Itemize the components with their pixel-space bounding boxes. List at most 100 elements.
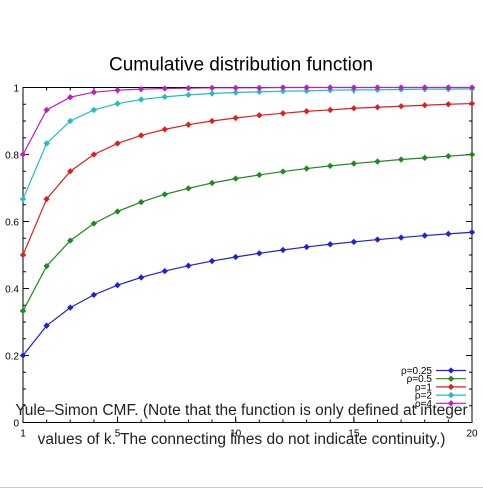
data-point xyxy=(397,84,405,91)
data-point xyxy=(468,151,476,158)
x-tick-label: 10 xyxy=(230,429,242,440)
data-point xyxy=(350,238,358,246)
data-point xyxy=(468,84,476,91)
series-5 xyxy=(19,84,476,158)
figure-caption: Yule–Simon CMF. (Note that the function … xyxy=(15,402,468,448)
y-tick-label: 0.8 xyxy=(5,151,19,162)
series-2 xyxy=(19,151,476,315)
data-point xyxy=(327,106,334,114)
data-point xyxy=(445,153,452,160)
data-point xyxy=(232,175,239,182)
data-point xyxy=(468,229,476,236)
data-point xyxy=(421,102,428,109)
data-point xyxy=(19,352,27,359)
data-point xyxy=(67,94,74,101)
data-point xyxy=(90,291,98,299)
data-point xyxy=(114,87,121,94)
data-point xyxy=(303,165,310,172)
data-point xyxy=(279,246,287,254)
data-point xyxy=(137,132,145,139)
legend-label: ρ=0.25 xyxy=(401,366,432,377)
data-point xyxy=(67,304,74,311)
data-point xyxy=(397,156,405,163)
series-4 xyxy=(19,85,476,203)
data-point xyxy=(19,307,27,315)
data-point xyxy=(43,195,50,203)
data-point xyxy=(303,87,310,95)
data-point xyxy=(161,85,168,92)
data-point xyxy=(445,230,452,238)
x-tick-label: 5 xyxy=(115,429,121,440)
data-point xyxy=(279,168,287,175)
data-point xyxy=(43,262,50,270)
data-point xyxy=(232,253,239,261)
data-point xyxy=(67,117,74,125)
data-point xyxy=(161,126,168,133)
data-point xyxy=(67,237,74,244)
data-point xyxy=(90,106,98,114)
data-point xyxy=(303,243,310,251)
data-point xyxy=(232,89,239,96)
legend: ρ=0.25ρ=0.5ρ=1ρ=2ρ=4 xyxy=(401,366,466,410)
y-tick-label: 0.4 xyxy=(5,285,19,296)
legend-swatch-marker xyxy=(447,375,455,382)
series-line xyxy=(22,102,473,256)
data-point xyxy=(232,84,239,92)
data-point xyxy=(137,274,145,281)
data-point xyxy=(185,91,192,99)
data-point xyxy=(303,108,310,115)
legend-label: ρ=0.5 xyxy=(407,374,433,385)
legend-swatch-marker xyxy=(447,391,455,399)
data-point xyxy=(208,117,216,125)
data-point xyxy=(421,154,428,162)
data-point xyxy=(90,220,98,227)
x-tick-label: 1 xyxy=(20,429,26,440)
data-point xyxy=(137,198,145,206)
legend-swatch-marker xyxy=(447,400,455,407)
legend-label: ρ=1 xyxy=(415,382,433,393)
caption-divider xyxy=(0,487,483,488)
data-point xyxy=(327,162,334,170)
legend-swatch-marker xyxy=(447,383,455,391)
data-point xyxy=(185,185,192,192)
data-point xyxy=(208,179,216,187)
data-point xyxy=(445,101,452,108)
y-tick-label: 0 xyxy=(13,419,19,430)
series-3 xyxy=(19,100,476,259)
y-tick-label: 0.2 xyxy=(5,352,19,363)
data-point xyxy=(114,208,121,215)
data-point xyxy=(208,84,216,92)
legend-swatch-marker xyxy=(447,367,455,374)
data-point xyxy=(137,96,145,103)
data-point xyxy=(256,112,263,119)
y-tick-label: 0.6 xyxy=(5,218,19,229)
data-point xyxy=(374,84,381,91)
data-point xyxy=(350,160,358,167)
data-point xyxy=(468,100,476,107)
data-point xyxy=(137,86,145,93)
data-point xyxy=(19,251,27,259)
data-point xyxy=(374,236,381,243)
data-point xyxy=(256,171,263,179)
legend-label: ρ=2 xyxy=(415,391,433,402)
data-point xyxy=(279,110,287,117)
data-point xyxy=(350,84,358,91)
series-layer xyxy=(19,84,476,359)
data-point xyxy=(374,158,381,165)
data-point xyxy=(161,191,168,198)
data-point xyxy=(303,84,310,91)
data-point xyxy=(19,195,27,203)
data-point xyxy=(43,140,50,147)
data-point xyxy=(232,114,239,122)
data-point xyxy=(350,105,358,112)
data-point xyxy=(327,84,334,91)
data-point xyxy=(256,88,263,96)
data-point xyxy=(256,84,263,92)
data-point xyxy=(185,121,192,128)
series-line xyxy=(22,153,473,312)
data-point xyxy=(185,85,192,92)
series-line xyxy=(22,231,473,356)
data-point xyxy=(279,88,287,95)
